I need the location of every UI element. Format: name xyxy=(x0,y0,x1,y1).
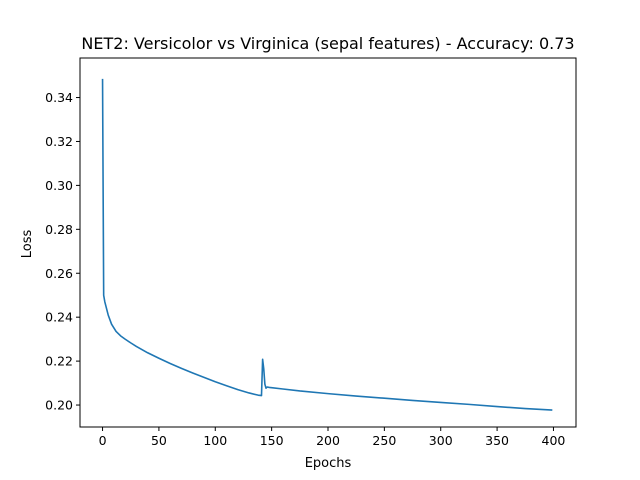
y-axis-label: Loss xyxy=(20,230,35,259)
plot-area: 0 50 100 150 200 250 300 350 400 0.20 0.22 0.24 0.26… xyxy=(45,57,577,448)
x-axis-label: Epochs xyxy=(305,456,352,471)
y-tick-label: 0.22 xyxy=(45,354,73,369)
loss-line xyxy=(101,78,553,411)
y-tick-label: 0.20 xyxy=(45,398,73,413)
chart-title: NET2: Versicolor vs Virginica (sepal fea… xyxy=(81,34,574,53)
y-tick-label: 0.26 xyxy=(45,266,73,281)
y-tick-label: 0.34 xyxy=(45,90,73,105)
y-tick-label: 0.30 xyxy=(45,178,73,193)
x-tick-label: 150 xyxy=(260,433,284,448)
axes-frame xyxy=(79,57,577,428)
x-tick-label: 50 xyxy=(151,433,167,448)
x-tick-label: 0 xyxy=(99,433,107,448)
y-tick-label: 0.28 xyxy=(45,222,73,237)
x-tick-label: 250 xyxy=(372,433,396,448)
x-tick-label: 100 xyxy=(203,433,227,448)
x-tick-label: 350 xyxy=(485,433,509,448)
x-tick-label: 300 xyxy=(429,433,453,448)
x-tick-label: 200 xyxy=(316,433,340,448)
y-tick-label: 0.24 xyxy=(45,310,73,325)
y-tick-label: 0.32 xyxy=(45,134,73,149)
x-tick-label: 400 xyxy=(542,433,566,448)
